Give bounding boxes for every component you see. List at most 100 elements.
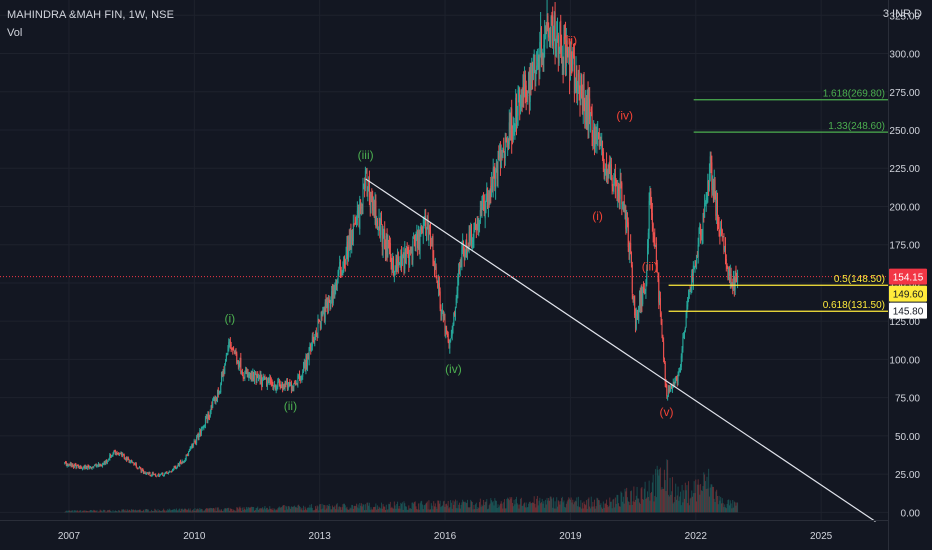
volume-bar bbox=[351, 504, 353, 513]
candle-body bbox=[488, 193, 490, 201]
volume-bar bbox=[118, 510, 120, 513]
volume-bar bbox=[116, 511, 118, 513]
candle-body bbox=[73, 464, 75, 468]
candle-body bbox=[217, 389, 219, 395]
volume-bar bbox=[437, 500, 439, 513]
candle-body bbox=[72, 463, 74, 467]
candle-body bbox=[331, 291, 333, 299]
candle-body bbox=[641, 291, 643, 306]
volume-bar bbox=[679, 491, 681, 513]
volume-bar bbox=[174, 508, 176, 513]
volume-bar bbox=[271, 510, 273, 513]
volume-bar bbox=[197, 508, 199, 513]
candle-body bbox=[562, 57, 564, 69]
candle-body bbox=[164, 472, 166, 474]
candle-body bbox=[614, 176, 616, 178]
volume-bar bbox=[279, 508, 281, 513]
candle-body bbox=[176, 466, 178, 468]
volume-bar bbox=[514, 504, 516, 513]
candle-body bbox=[175, 466, 177, 469]
candle-body bbox=[692, 274, 694, 283]
volume-bar bbox=[499, 505, 501, 513]
volume-bar bbox=[553, 508, 555, 513]
candle-body bbox=[393, 275, 395, 277]
candle-body bbox=[454, 307, 456, 317]
volume-bar bbox=[317, 506, 319, 513]
volume-bar bbox=[626, 497, 628, 513]
candle-body bbox=[297, 375, 299, 383]
volume-bar bbox=[376, 505, 378, 513]
candle-body bbox=[266, 377, 268, 387]
candle-body bbox=[716, 199, 718, 226]
candle-body bbox=[618, 185, 620, 192]
volume-bar bbox=[303, 505, 305, 513]
candle-body bbox=[372, 198, 374, 208]
currency-label[interactable]: 3 INR D bbox=[882, 8, 922, 20]
volume-bar bbox=[239, 506, 241, 513]
volume-bar bbox=[726, 503, 728, 513]
candle-body bbox=[221, 374, 223, 377]
candle-body bbox=[491, 182, 493, 196]
volume-bar bbox=[426, 501, 428, 513]
volume-bar bbox=[238, 507, 240, 513]
candle-body bbox=[68, 464, 70, 466]
candle-body bbox=[717, 223, 719, 225]
volume-bar bbox=[352, 505, 354, 513]
volume-bar bbox=[334, 505, 336, 513]
candle-body bbox=[704, 203, 706, 205]
volume-bar bbox=[307, 507, 309, 513]
candle-body bbox=[282, 385, 284, 388]
candle-body bbox=[420, 227, 422, 232]
volume-bar bbox=[519, 504, 521, 513]
candle-body bbox=[403, 252, 405, 271]
volume-bar bbox=[469, 507, 471, 513]
candle-body bbox=[328, 298, 330, 303]
volume-bar bbox=[591, 506, 593, 513]
candle-body bbox=[246, 372, 248, 374]
volume-bar bbox=[598, 500, 600, 513]
candle-body bbox=[204, 418, 206, 426]
candle-body bbox=[539, 42, 541, 72]
volume-bar bbox=[81, 511, 83, 513]
volume-bar bbox=[515, 499, 517, 513]
candle-body bbox=[378, 218, 380, 231]
volume-bar bbox=[581, 508, 583, 513]
candle-body bbox=[322, 311, 324, 316]
volume-bar bbox=[586, 508, 588, 513]
volume-bar bbox=[520, 497, 522, 513]
volume-bar bbox=[268, 509, 270, 513]
volume-bar bbox=[457, 508, 459, 513]
candle-body bbox=[467, 246, 469, 247]
candle-body bbox=[668, 388, 670, 391]
candle-body bbox=[253, 373, 255, 381]
candle-body bbox=[265, 377, 267, 380]
volume-bar bbox=[685, 490, 687, 513]
volume-bar bbox=[442, 501, 444, 513]
volume-legend[interactable]: Vol bbox=[7, 27, 23, 39]
volume-bar bbox=[127, 510, 129, 513]
volume-bar bbox=[487, 508, 489, 513]
volume-bar bbox=[668, 496, 670, 513]
volume-bar bbox=[708, 468, 710, 513]
volume-bar bbox=[528, 502, 530, 513]
volume-bar bbox=[623, 503, 625, 513]
candle-body bbox=[421, 227, 423, 231]
symbol-title[interactable]: MAHINDRA &MAH FIN, 1W, NSE bbox=[7, 9, 175, 21]
volume-bar bbox=[94, 510, 96, 513]
candle-body bbox=[139, 467, 141, 469]
candle-body bbox=[685, 312, 687, 327]
volume-bar bbox=[308, 507, 310, 513]
volume-bar bbox=[286, 506, 288, 513]
candle-body bbox=[435, 266, 437, 275]
candle-body bbox=[729, 266, 731, 281]
volume-bar bbox=[483, 499, 485, 513]
candle-body bbox=[451, 329, 453, 336]
volume-bar bbox=[282, 505, 284, 513]
volume-bar bbox=[530, 503, 532, 513]
volume-bar bbox=[636, 486, 638, 513]
candle-body bbox=[471, 242, 473, 249]
volume-bar bbox=[417, 503, 419, 513]
candle-body bbox=[499, 149, 501, 157]
volume-bar bbox=[682, 502, 684, 513]
